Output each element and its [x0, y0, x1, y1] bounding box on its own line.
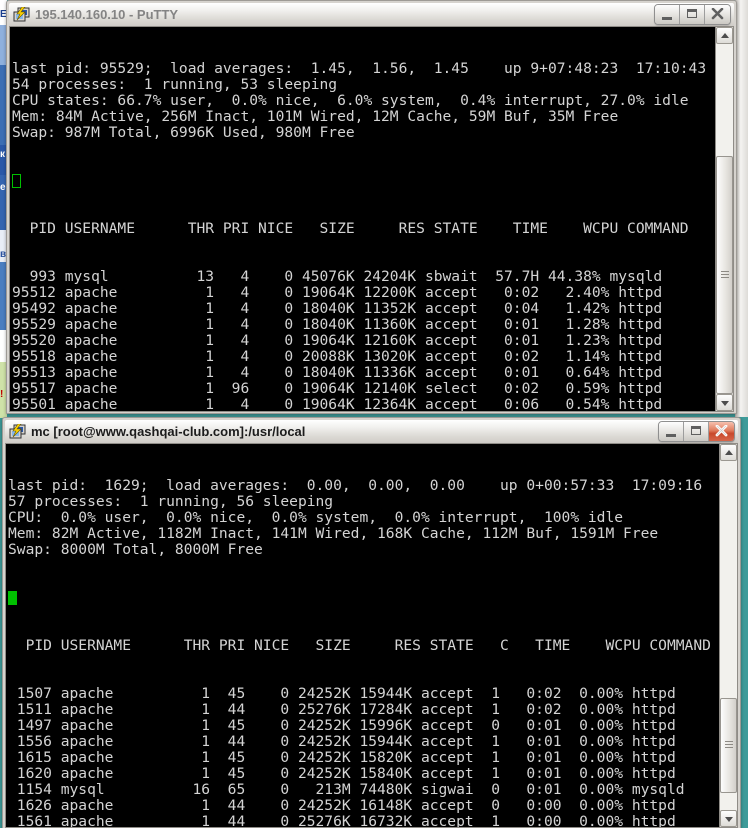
- background-letter: E: [0, 9, 7, 20]
- process-row: 95518 apache 1 4 0 20088K 13020K accept …: [12, 348, 663, 365]
- process-row: 95501 apache 1 4 0 19064K 12364K accept …: [12, 396, 663, 412]
- scrollbar-grip-icon: [721, 271, 729, 279]
- terminal-cursor: [12, 174, 21, 188]
- close-icon: [711, 8, 724, 20]
- maximize-button[interactable]: [684, 422, 709, 441]
- process-row: 1620 apache 1 45 0 24252K 15840K accept …: [8, 765, 676, 782]
- process-row: 1556 apache 1 44 0 24252K 15944K accept …: [8, 733, 676, 750]
- scrollbar-thumb[interactable]: [720, 698, 737, 793]
- scrollbar-thumb[interactable]: [716, 156, 733, 394]
- background-fragment: [0, 175, 7, 230]
- process-row: 1615 apache 1 45 0 24252K 15820K accept …: [8, 749, 676, 766]
- minimize-icon: [666, 434, 676, 437]
- terminal-text: last pid: 95529; load averages: 1.45, 1.…: [10, 27, 715, 411]
- titlebar-window-2[interactable]: mc [root@www.qashqai-club.com]:/usr/loca…: [5, 420, 738, 443]
- maximize-icon: [691, 426, 701, 435]
- scroll-down-button[interactable]: [716, 394, 733, 411]
- process-row: 1561 apache 1 44 0 25276K 16732K accept …: [8, 813, 676, 828]
- scroll-up-button[interactable]: [720, 444, 737, 461]
- minimize-button[interactable]: [659, 422, 684, 441]
- scrollbar-window-2[interactable]: [719, 444, 737, 827]
- process-row: 95512 apache 1 4 0 19064K 12200K accept …: [12, 284, 663, 301]
- background-fragment: [0, 145, 7, 175]
- scrollbar-track[interactable]: [716, 44, 733, 394]
- terminal-cursor-line: [12, 173, 715, 189]
- terminal-line: Swap: 987M Total, 6996K Used, 980M Free: [12, 124, 355, 141]
- terminal-line: Mem: 82M Active, 1182M Inact, 141M Wired…: [8, 525, 659, 542]
- background-fragment: [0, 0, 7, 25]
- arrow-down-icon: [721, 401, 729, 406]
- background-letter: в: [0, 249, 7, 260]
- arrow-down-icon: [725, 817, 733, 822]
- terminal-cursor: [8, 591, 17, 605]
- background-letter: к: [0, 149, 6, 160]
- scroll-down-button[interactable]: [720, 810, 737, 827]
- titlebar-window-1[interactable]: 195.140.160.10 - PuTTY: [9, 3, 734, 26]
- background-letter: е.: [0, 182, 9, 193]
- terminal-cursor-line: [8, 590, 719, 606]
- putty-window-1: 195.140.160.10 - PuTTY last pid: 95529; …: [6, 0, 737, 414]
- window-title: 195.140.160.10 - PuTTY: [35, 7, 179, 22]
- process-row: 95520 apache 1 4 0 19064K 12160K accept …: [12, 332, 663, 349]
- terminal-line: CPU states: 66.7% user, 0.0% nice, 6.0% …: [12, 92, 689, 109]
- close-icon: [715, 425, 728, 437]
- scroll-up-button[interactable]: [716, 27, 733, 44]
- process-row: 95513 apache 1 4 0 18040K 11336K accept …: [12, 364, 663, 381]
- terminal-line: last pid: 1629; load averages: 0.00, 0.0…: [8, 477, 703, 494]
- background-fragment: [0, 230, 7, 262]
- background-letter: !: [0, 389, 4, 400]
- process-table-header: PID USERNAME THR PRI NICE SIZE RES STATE…: [12, 220, 689, 237]
- maximize-icon: [687, 9, 697, 18]
- background-fragment: [0, 262, 7, 330]
- putty-icon: [9, 423, 26, 440]
- background-fragment: [0, 25, 7, 65]
- window-title: mc [root@www.qashqai-club.com]:/usr/loca…: [31, 424, 306, 439]
- scrollbar-window-1[interactable]: [715, 27, 733, 411]
- terminal-text: last pid: 1629; load averages: 0.00, 0.0…: [6, 444, 719, 827]
- minimize-button[interactable]: [655, 5, 680, 24]
- process-row: 993 mysql 13 4 0 45076K 24204K sbwait 57…: [12, 268, 663, 285]
- process-row: 95492 apache 1 4 0 18040K 11352K accept …: [12, 300, 663, 317]
- background-fragment: [0, 65, 7, 145]
- close-button[interactable]: [705, 5, 730, 24]
- process-table-header: PID USERNAME THR PRI NICE SIZE RES STATE…: [8, 637, 711, 654]
- process-row: 1507 apache 1 45 0 24252K 15944K accept …: [8, 685, 676, 702]
- minimize-icon: [662, 17, 672, 20]
- process-row: 1626 apache 1 44 0 24252K 16148K accept …: [8, 797, 676, 814]
- window-controls: [658, 421, 735, 442]
- terminal-line: CPU: 0.0% user, 0.0% nice, 0.0% system, …: [8, 509, 624, 526]
- terminal-line: 57 processes: 1 running, 56 sleeping: [8, 493, 334, 510]
- arrow-up-icon: [725, 450, 733, 455]
- putty-icon: [13, 6, 30, 23]
- background-fragment: [0, 330, 7, 362]
- terminal-line: last pid: 95529; load averages: 1.45, 1.…: [12, 60, 707, 77]
- terminal-window-2[interactable]: last pid: 1629; load averages: 0.00, 0.0…: [5, 443, 738, 828]
- process-row: 1511 apache 1 44 0 25276K 17284K accept …: [8, 701, 676, 718]
- terminal-line: Mem: 84M Active, 256M Inact, 101M Wired,…: [12, 108, 619, 125]
- scrollbar-track[interactable]: [720, 461, 737, 810]
- scrollbar-grip-icon: [725, 741, 733, 750]
- arrow-up-icon: [721, 33, 729, 38]
- process-row: 1154 mysql 16 65 0 213M 74480K sigwai 0 …: [8, 781, 685, 798]
- terminal-line: 54 processes: 1 running, 53 sleeping: [12, 76, 338, 93]
- process-row: 95529 apache 1 4 0 18040K 11360K accept …: [12, 316, 663, 333]
- putty-window-2: mc [root@www.qashqai-club.com]:/usr/loca…: [2, 417, 741, 828]
- background-fragment: [0, 362, 7, 418]
- maximize-button[interactable]: [680, 5, 705, 24]
- terminal-window-1[interactable]: last pid: 95529; load averages: 1.45, 1.…: [9, 26, 734, 412]
- close-button[interactable]: [709, 422, 734, 441]
- terminal-line: Swap: 8000M Total, 8000M Free: [8, 541, 263, 558]
- process-row: 95517 apache 1 96 0 19064K 12140K select…: [12, 380, 663, 397]
- window-controls: [654, 4, 731, 25]
- process-row: 1497 apache 1 45 0 24252K 15996K accept …: [8, 717, 676, 734]
- background-letter: и: [0, 336, 7, 347]
